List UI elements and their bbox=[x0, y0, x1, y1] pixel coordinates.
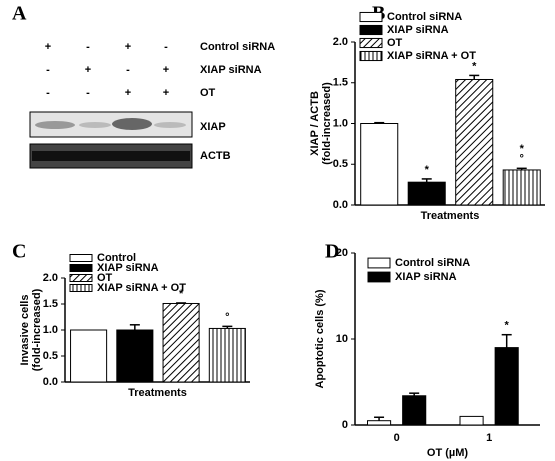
significance: * bbox=[505, 320, 510, 332]
y-tick-label: 1.0 bbox=[333, 117, 348, 129]
legend-swatch bbox=[359, 50, 383, 62]
sign: - bbox=[86, 87, 90, 99]
y-tick-label: 20 bbox=[336, 247, 348, 259]
bar bbox=[162, 302, 200, 383]
y-tick-label: 10 bbox=[336, 333, 348, 345]
band-label: XIAP bbox=[200, 121, 226, 133]
significance: * bbox=[425, 164, 430, 176]
sign: - bbox=[164, 41, 168, 53]
bar bbox=[459, 415, 484, 426]
panel-label: C bbox=[12, 241, 26, 263]
legend-label: XIAP siRNA bbox=[395, 271, 457, 283]
x-tick-label: 0 bbox=[394, 432, 400, 444]
legend-label: OT bbox=[387, 37, 403, 49]
y-axis-label: Apoptotic cells (%) bbox=[314, 289, 326, 388]
y-axis-label: Invasive cells bbox=[19, 295, 31, 366]
legend-label: OT bbox=[97, 272, 113, 284]
panel-label: A bbox=[12, 3, 27, 25]
x-axis-label: OT (µM) bbox=[427, 447, 468, 459]
y-tick-label: 0.5 bbox=[333, 158, 348, 170]
y-tick-label: 0.0 bbox=[43, 376, 58, 388]
legend-label: XIAP siRNA bbox=[97, 262, 159, 274]
bar bbox=[402, 395, 427, 426]
bar bbox=[455, 78, 494, 206]
band bbox=[32, 151, 190, 161]
legend-label: XIAP siRNA + OT bbox=[97, 282, 186, 294]
y-tick-label: 1.5 bbox=[43, 298, 58, 310]
sign: + bbox=[85, 64, 91, 76]
panel-label: D bbox=[325, 241, 339, 263]
x-axis-label: Treatments bbox=[128, 387, 187, 399]
legend-swatch bbox=[359, 24, 383, 36]
legend-swatch bbox=[69, 254, 93, 262]
bar bbox=[360, 123, 399, 206]
x-axis-label: Treatments bbox=[421, 210, 480, 222]
sign: + bbox=[163, 87, 169, 99]
sign: - bbox=[46, 64, 50, 76]
bar bbox=[502, 169, 541, 206]
bar bbox=[407, 181, 446, 206]
y-tick-label: 2.0 bbox=[43, 272, 58, 284]
legend-swatch bbox=[359, 37, 383, 49]
y-tick-label: 0.0 bbox=[333, 199, 348, 211]
y-tick-label: 2.0 bbox=[333, 36, 348, 48]
sign: - bbox=[86, 41, 90, 53]
significance: * bbox=[179, 288, 184, 300]
row-label: Control siRNA bbox=[200, 41, 275, 53]
bar bbox=[367, 420, 392, 426]
y-tick-label: 0.5 bbox=[43, 350, 58, 362]
band-label: ACTB bbox=[200, 150, 231, 162]
legend-label: XIAP siRNA bbox=[387, 24, 449, 36]
y-axis-sublabel: (fold-increased) bbox=[321, 82, 333, 165]
legend-label: Control siRNA bbox=[387, 11, 462, 23]
bar bbox=[70, 329, 108, 383]
x-tick-label: 1 bbox=[486, 432, 492, 444]
row-label: XIAP siRNA bbox=[200, 64, 262, 76]
sign: - bbox=[126, 64, 130, 76]
legend-label: Control bbox=[97, 252, 136, 264]
y-tick-label: 1.5 bbox=[333, 77, 348, 89]
bar bbox=[494, 347, 519, 426]
bar bbox=[116, 329, 154, 383]
sign: + bbox=[163, 64, 169, 76]
legend-label: XIAP siRNA + OT bbox=[387, 50, 476, 62]
band bbox=[154, 122, 186, 128]
y-tick-label: 1.0 bbox=[43, 324, 58, 336]
sign: + bbox=[125, 41, 131, 53]
band bbox=[112, 118, 152, 130]
legend-swatch bbox=[69, 264, 93, 272]
band bbox=[35, 121, 75, 129]
legend-label: Control siRNA bbox=[395, 257, 470, 269]
sign: + bbox=[45, 41, 51, 53]
legend-swatch bbox=[367, 257, 391, 269]
significance: * bbox=[520, 143, 525, 155]
legend-swatch bbox=[69, 274, 93, 282]
legend-swatch bbox=[359, 11, 383, 23]
y-axis-label: XIAP / ACTB bbox=[309, 91, 321, 156]
y-axis-sublabel: (fold-increased) bbox=[31, 288, 43, 371]
row-label: OT bbox=[200, 87, 216, 99]
significance: * bbox=[472, 60, 477, 72]
marker: ° bbox=[225, 311, 229, 323]
bar bbox=[208, 327, 246, 383]
band bbox=[79, 122, 111, 128]
legend-swatch bbox=[69, 284, 93, 292]
marker: ° bbox=[520, 153, 524, 165]
sign: - bbox=[46, 87, 50, 99]
legend-swatch bbox=[367, 271, 391, 283]
y-tick-label: 0 bbox=[342, 419, 348, 431]
sign: + bbox=[125, 87, 131, 99]
